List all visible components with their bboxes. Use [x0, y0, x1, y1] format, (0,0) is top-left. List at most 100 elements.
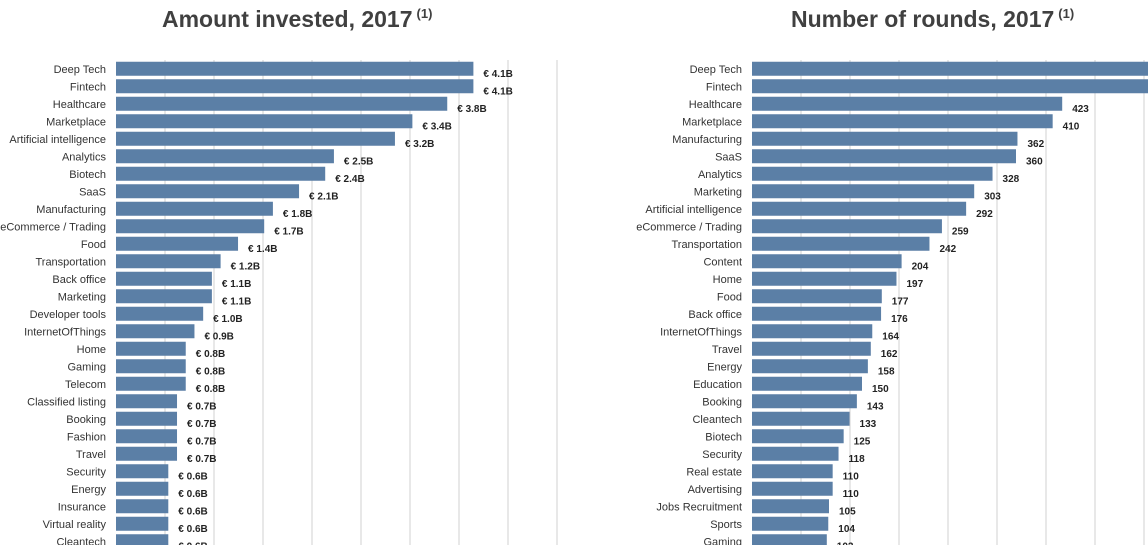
category-label: Healthcare — [53, 99, 106, 111]
bar — [752, 184, 975, 199]
data-label: € 3.4B — [422, 121, 451, 132]
bar — [752, 201, 967, 216]
data-label: 362 — [1027, 139, 1044, 150]
category-label: Deep Tech — [690, 64, 742, 76]
category-label: Manufacturing — [36, 204, 106, 216]
bar — [752, 359, 868, 374]
category-label: Marketing — [694, 186, 742, 198]
bar — [116, 359, 186, 374]
category-label: Advertising — [688, 484, 742, 496]
bar — [116, 271, 212, 286]
bar — [752, 219, 942, 234]
bar — [752, 481, 833, 496]
category-label: Cleantech — [56, 536, 106, 545]
data-label: € 1.8B — [283, 209, 312, 220]
data-label: 176 — [891, 314, 908, 325]
category-label: Manufacturing — [672, 134, 742, 146]
category-label: Fashion — [67, 431, 106, 443]
data-label: € 3.2B — [405, 139, 434, 150]
category-label: Gaming — [67, 361, 106, 373]
bar — [116, 446, 178, 461]
title-footnote: (1) — [1058, 6, 1075, 22]
category-label: Cleantech — [692, 414, 742, 426]
bar — [116, 236, 239, 251]
chart-title-amount-invested: Amount invested, 2017 (1) — [162, 6, 433, 32]
category-label: Real estate — [686, 466, 742, 478]
bar — [116, 306, 204, 321]
bar — [752, 289, 882, 304]
chart-title-number-of-rounds: Number of rounds, 2017 (1) — [791, 6, 1075, 32]
data-label: 110 — [843, 489, 860, 500]
data-label: € 0.8B — [196, 349, 225, 360]
category-label: Sports — [710, 519, 742, 531]
data-label: 162 — [881, 349, 898, 360]
bar — [116, 184, 300, 199]
data-label: € 1.0B — [213, 314, 242, 325]
bar — [752, 499, 829, 514]
data-label: € 2.1B — [309, 191, 338, 202]
data-label: 118 — [849, 454, 866, 465]
category-label: Virtual reality — [43, 519, 107, 531]
category-label: InternetOfThings — [24, 326, 106, 338]
bar — [116, 96, 448, 111]
category-label: Artificial intelligence — [645, 204, 742, 216]
data-label: 150 — [872, 384, 889, 395]
category-label: Fintech — [70, 81, 106, 93]
category-label: Food — [717, 291, 742, 303]
category-label: eCommerce / Trading — [636, 221, 742, 233]
data-label: 292 — [976, 209, 993, 220]
category-label: Travel — [76, 449, 106, 461]
data-label: 105 — [839, 506, 856, 517]
category-label: Analytics — [62, 151, 107, 163]
category-label: Insurance — [58, 501, 106, 513]
data-label: 197 — [906, 279, 923, 290]
bar — [752, 79, 1148, 94]
category-label: Biotech — [69, 169, 106, 181]
bar — [116, 429, 178, 444]
bar — [752, 61, 1148, 76]
category-label: Back office — [52, 274, 106, 286]
category-label: Booking — [702, 396, 742, 408]
data-label: 125 — [854, 436, 871, 447]
category-label: Biotech — [705, 431, 742, 443]
bar — [752, 131, 1018, 146]
bar — [116, 376, 186, 391]
bar — [116, 481, 169, 496]
bar — [752, 516, 829, 531]
bar — [752, 429, 844, 444]
category-label: Transportation — [671, 239, 742, 251]
bar — [752, 254, 902, 269]
data-label: € 0.7B — [187, 436, 216, 447]
bar — [752, 166, 993, 181]
category-label: Fintech — [706, 81, 742, 93]
data-label: € 1.2B — [231, 261, 260, 272]
data-label: € 2.5B — [344, 156, 373, 167]
category-label: Jobs Recruitment — [656, 501, 742, 513]
category-label: SaaS — [715, 151, 742, 163]
category-label: Energy — [707, 361, 742, 373]
data-label: € 1.1B — [222, 279, 251, 290]
category-label: Deep Tech — [54, 64, 106, 76]
category-label: Classified listing — [27, 396, 106, 408]
bar — [116, 201, 273, 216]
bar — [116, 79, 474, 94]
bar — [116, 219, 265, 234]
category-label: eCommerce / Trading — [0, 221, 106, 233]
bar — [116, 411, 178, 426]
data-label: € 0.8B — [196, 366, 225, 377]
category-label: Booking — [66, 414, 106, 426]
data-label: € 4.1B — [483, 69, 512, 80]
category-label: Marketing — [58, 291, 106, 303]
data-label: 204 — [912, 261, 929, 272]
category-label: Energy — [71, 484, 106, 496]
data-label: 410 — [1063, 121, 1080, 132]
data-label: 328 — [1003, 174, 1020, 185]
data-label: € 1.1B — [222, 296, 251, 307]
bar — [116, 289, 212, 304]
bar — [752, 446, 839, 461]
bar — [116, 499, 169, 514]
data-label: € 1.4B — [248, 244, 277, 255]
data-label: 259 — [952, 226, 969, 237]
category-label: Security — [702, 449, 742, 461]
